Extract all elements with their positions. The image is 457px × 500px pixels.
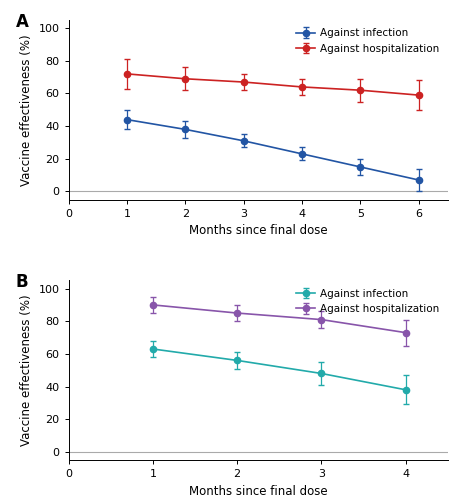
X-axis label: Months since final dose: Months since final dose bbox=[189, 224, 328, 237]
Text: A: A bbox=[16, 13, 28, 31]
Text: B: B bbox=[16, 273, 28, 291]
Legend: Against infection, Against hospitalization: Against infection, Against hospitalizati… bbox=[293, 25, 443, 56]
X-axis label: Months since final dose: Months since final dose bbox=[189, 484, 328, 498]
Legend: Against infection, Against hospitalization: Against infection, Against hospitalizati… bbox=[293, 286, 443, 317]
Y-axis label: Vaccine effectiveness (%): Vaccine effectiveness (%) bbox=[20, 34, 33, 186]
Y-axis label: Vaccine effectiveness (%): Vaccine effectiveness (%) bbox=[20, 294, 33, 446]
